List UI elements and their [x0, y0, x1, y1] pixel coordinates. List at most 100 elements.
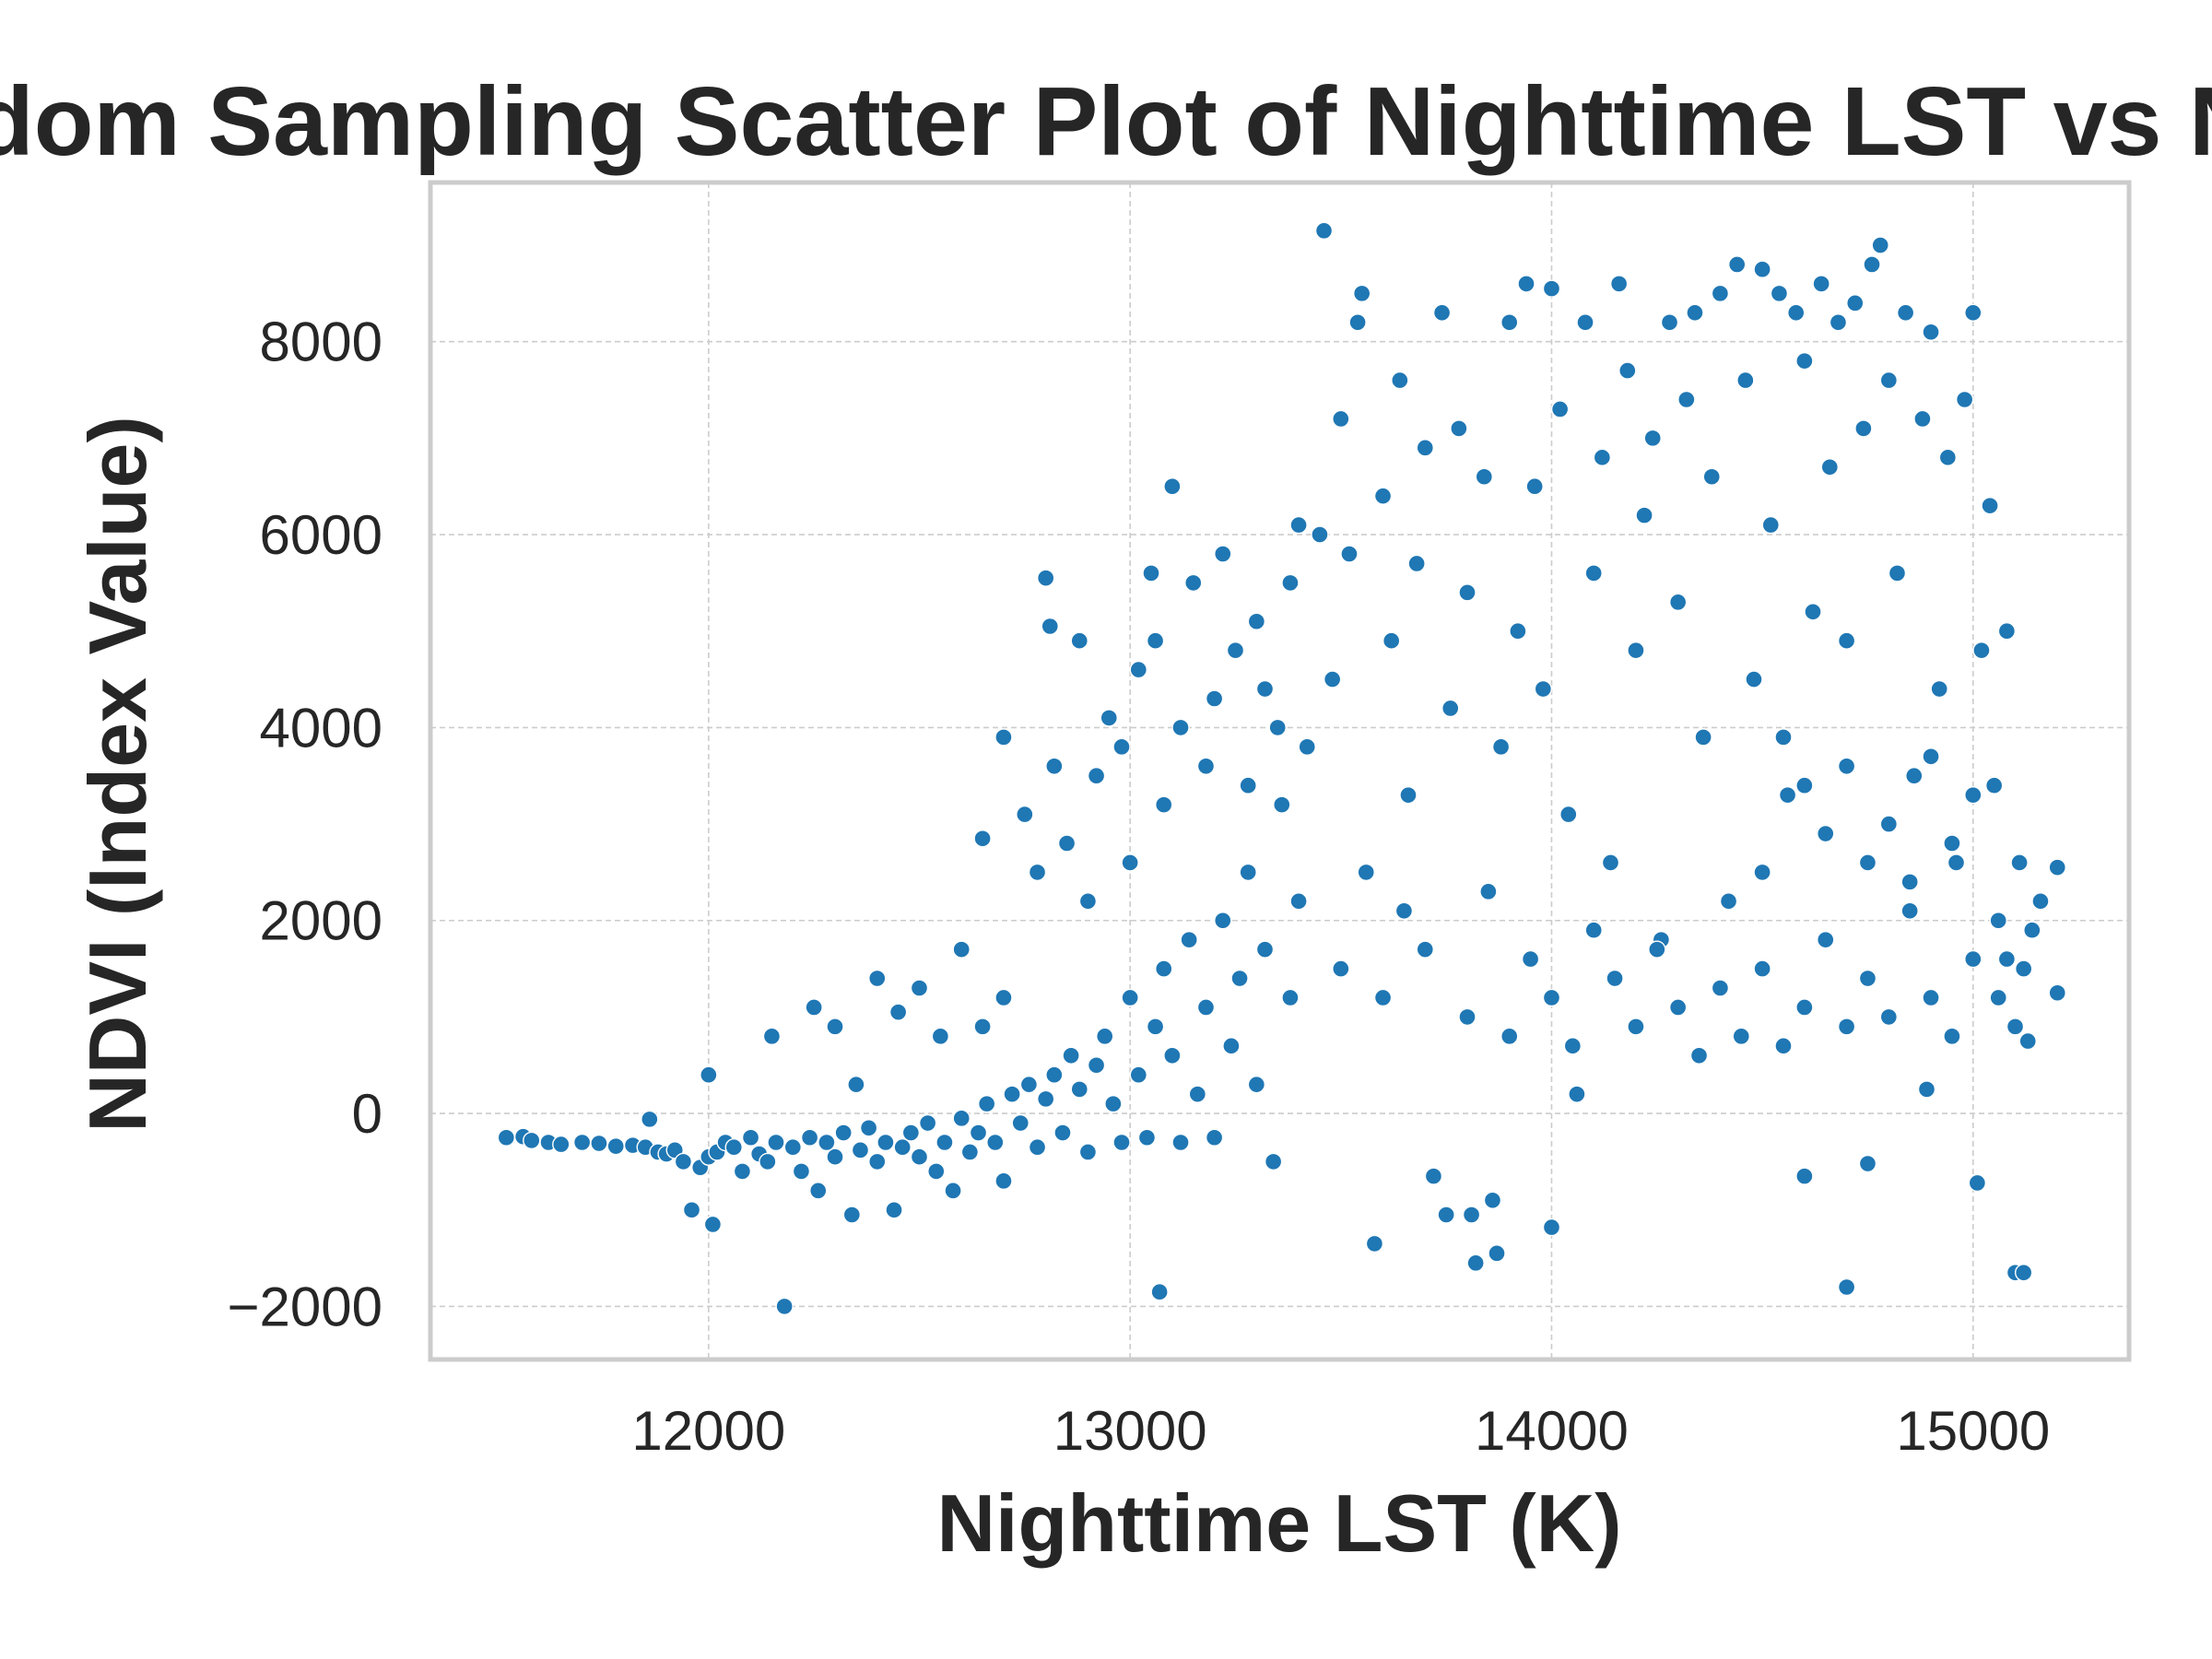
data-point [859, 1119, 878, 1137]
data-point [1584, 564, 1603, 582]
data-point [1087, 767, 1106, 785]
data-point [1407, 554, 1426, 573]
data-point [1989, 912, 2007, 930]
data-point [1070, 1080, 1088, 1099]
data-point [1727, 255, 1747, 274]
data-point [1070, 631, 1088, 650]
data-point [1888, 564, 1907, 582]
data-point [847, 1075, 865, 1094]
data-point [1943, 834, 1961, 853]
data-point [1542, 1218, 1561, 1237]
data-point [1643, 429, 1662, 448]
data-point [1804, 603, 1822, 621]
data-point [1298, 737, 1316, 757]
data-point [1689, 1046, 1709, 1065]
data-point [1239, 776, 1257, 794]
data-point [1774, 1037, 1793, 1055]
data-point [1837, 1018, 1856, 1036]
data-point [1521, 949, 1540, 969]
chart-title: Random Sampling Scatter Plot of Nighttim… [0, 67, 2212, 176]
data-point [1817, 824, 1835, 843]
data-point [1837, 1277, 1856, 1297]
data-point [1879, 371, 1899, 390]
data-point [1550, 400, 1570, 418]
data-point [1930, 679, 1948, 699]
data-point [1045, 1065, 1064, 1084]
x-tick-label: 13000 [1053, 1400, 1207, 1462]
data-point [851, 1141, 870, 1159]
data-point [994, 1171, 1013, 1191]
data-point [1382, 631, 1401, 650]
data-point [1753, 959, 1771, 978]
data-point [1150, 1283, 1169, 1301]
data-point [1686, 303, 1704, 323]
data-point [1858, 853, 1877, 872]
data-point [523, 1131, 541, 1150]
x-tick-label: 15000 [1896, 1400, 2050, 1462]
data-point [1905, 767, 1924, 785]
data-point [1871, 236, 1889, 254]
data-point [1609, 275, 1629, 293]
data-point [1121, 853, 1139, 872]
data-point [1817, 930, 1835, 949]
data-point [1943, 1027, 1961, 1046]
data-point [888, 1003, 908, 1021]
data-point [1391, 371, 1409, 390]
data-point [1475, 467, 1494, 486]
data-point [1584, 921, 1603, 939]
y-axis-label: NDVI (Index Value) [72, 416, 163, 1133]
data-point [1964, 949, 1983, 969]
data-point [1736, 371, 1755, 390]
data-point [1483, 1191, 1502, 1209]
data-point [1668, 593, 1688, 612]
y-tick-label: 2000 [260, 890, 382, 952]
data-point [1491, 737, 1511, 757]
data-point [1500, 313, 1519, 332]
data-point [1947, 853, 1966, 872]
data-point [1517, 275, 1535, 293]
data-point [1036, 1089, 1055, 1109]
data-point [1896, 303, 1915, 323]
data-point [1648, 940, 1666, 959]
data-point [1509, 622, 1527, 641]
data-point [552, 1135, 571, 1154]
data-point [1837, 757, 1856, 775]
data-point [1078, 1143, 1098, 1161]
data-point [1214, 912, 1232, 930]
y-tick-label: 0 [352, 1083, 382, 1145]
data-point [2048, 983, 2066, 1002]
data-point [1563, 1037, 1583, 1055]
data-point [1458, 583, 1477, 602]
data-point [1057, 834, 1077, 853]
data-point [674, 1152, 693, 1171]
data-point [1247, 612, 1266, 630]
data-point [572, 1133, 592, 1152]
data-point [1171, 1133, 1190, 1152]
data-point [1416, 439, 1434, 457]
data-point [1078, 892, 1098, 911]
data-point [1677, 390, 1696, 409]
data-point [1955, 390, 1974, 409]
data-point [1096, 1027, 1114, 1046]
data-point [973, 830, 992, 848]
data-point [1922, 323, 1940, 341]
data-point [1146, 1018, 1165, 1036]
data-point [1568, 1085, 1586, 1103]
data-point [1711, 284, 1730, 303]
data-point [868, 1152, 887, 1171]
data-point [1441, 699, 1460, 718]
data-point [1500, 1027, 1519, 1046]
data-point [1711, 979, 1730, 997]
data-point [1163, 1046, 1182, 1065]
data-point [1112, 737, 1131, 757]
data-point [1542, 279, 1561, 298]
data-point [2031, 892, 2050, 911]
y-tick-label: 4000 [260, 697, 382, 759]
data-point [842, 1206, 862, 1224]
data-point [1964, 785, 1983, 805]
data-point [1268, 718, 1287, 737]
data-point [2018, 1031, 2037, 1051]
data-point [1900, 901, 1919, 920]
data-point [1129, 660, 1147, 679]
data-point [1129, 1065, 1147, 1084]
